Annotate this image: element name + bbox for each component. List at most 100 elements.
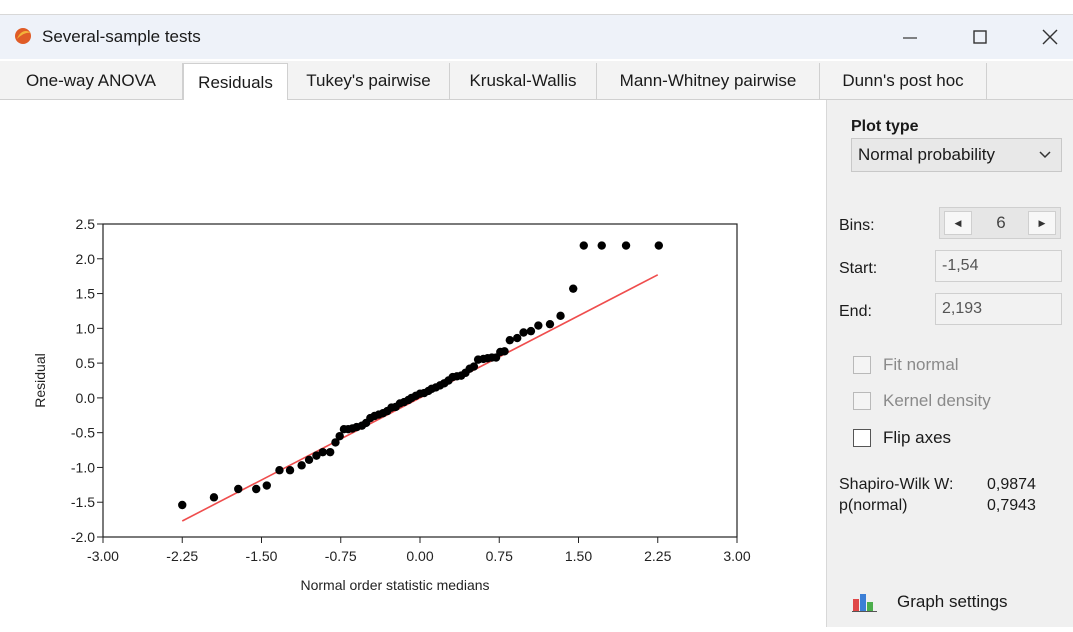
fit-normal-checkbox[interactable] <box>853 356 871 374</box>
data-point <box>312 451 321 460</box>
data-point <box>505 335 515 345</box>
y-tick-label: -1.0 <box>71 459 95 475</box>
data-point <box>526 326 536 336</box>
graph-settings-button[interactable]: Graph settings <box>851 588 1008 616</box>
data-point <box>621 241 631 250</box>
bins-stepper[interactable]: ◀ 6 ▶ <box>939 207 1061 239</box>
data-point <box>252 484 261 494</box>
tab-kruskal-wallis[interactable]: Kruskal-Wallis <box>450 63 597 99</box>
tab-dunns-post-hoc[interactable]: Dunn's post hoc <box>820 63 987 99</box>
residuals-normal-probability-plot[interactable]: -3.00 -2.25 -1.50 -0.75 0.00 0.75 1.50 2.25 3.00… <box>0 100 827 627</box>
data-point <box>304 455 314 464</box>
end-field[interactable]: 2,193 <box>935 293 1062 325</box>
tab-tukeys-pairwise[interactable]: Tukey's pairwise <box>288 63 450 99</box>
flip-axes-label: Flip axes <box>883 428 952 447</box>
plot-type-value: Normal probability <box>858 145 995 164</box>
x-axis-label: Normal order statistic medians <box>300 577 489 593</box>
data-point <box>569 284 578 293</box>
data-point <box>500 347 509 356</box>
several-sample-tests-window: Several-sample tests One-way ANOVA Resid… <box>0 14 1073 627</box>
side-panel: Plot type Normal probability Bins: ◀ 6 ▶… <box>826 100 1073 627</box>
tab-mann-whitney-pairwise[interactable]: Mann-Whitney pairwise <box>597 63 820 99</box>
y-tick-label: 1.0 <box>76 320 96 336</box>
data-point <box>519 328 528 337</box>
data-point <box>469 362 479 371</box>
shapiro-wilk-value: 0,9874 <box>987 476 1036 493</box>
start-field[interactable]: -1,54 <box>935 250 1062 282</box>
data-point <box>318 447 327 457</box>
app-icon <box>15 28 31 44</box>
data-point <box>654 241 664 250</box>
plot-frame <box>102 223 738 538</box>
data-point <box>579 241 588 250</box>
data-point <box>597 241 606 250</box>
tab-bar: One-way ANOVA Residuals Tukey's pairwise… <box>0 61 1073 101</box>
y-tick-label: -2.0 <box>71 529 95 545</box>
data-point <box>335 431 344 441</box>
x-tick-label: 3.00 <box>723 548 750 564</box>
title-bar[interactable]: Several-sample tests <box>0 15 1073 59</box>
data-point <box>285 466 295 475</box>
tab-label: Dunn's post hoc <box>842 71 964 90</box>
tab-label: One-way ANOVA <box>25 71 157 90</box>
tab-label: Tukey's pairwise <box>306 71 431 90</box>
y-axis-label: Residual <box>32 353 48 407</box>
p-normal-label: p(normal) <box>839 497 908 514</box>
data-point <box>556 311 565 321</box>
minimize-icon <box>903 37 917 39</box>
plot-type-heading: Plot type <box>851 118 919 135</box>
data-point <box>178 500 187 510</box>
arrow-left-icon: ◀ <box>954 217 962 228</box>
x-tick-label: 0.00 <box>406 548 433 564</box>
x-tick-label: -1.50 <box>246 548 278 564</box>
end-label: End: <box>839 303 872 320</box>
plot-area: -3.00 -2.25 -1.50 -0.75 0.00 0.75 1.50 2.25 3.00… <box>0 100 827 627</box>
plot-type-select[interactable]: Normal probability <box>851 138 1062 172</box>
tab-residuals[interactable]: Residuals <box>183 63 288 101</box>
data-point <box>331 438 340 447</box>
bins-increment-button[interactable]: ▶ <box>1028 211 1056 235</box>
close-icon <box>1042 29 1058 45</box>
flip-axes-checkbox[interactable] <box>853 429 871 447</box>
data-point <box>234 484 243 494</box>
data-point <box>513 333 522 343</box>
maximize-button[interactable] <box>950 15 1010 59</box>
y-tick-label: 0.5 <box>76 355 96 371</box>
data-point <box>209 493 219 502</box>
maximize-icon <box>973 30 987 44</box>
data-point <box>545 319 555 329</box>
kernel-density-checkbox[interactable] <box>853 392 871 410</box>
x-tick-label: -3.00 <box>87 548 119 564</box>
close-button[interactable] <box>1020 15 1073 59</box>
tab-label: Residuals <box>198 72 273 92</box>
x-tick-label: -0.75 <box>325 548 357 564</box>
data-point <box>325 447 335 457</box>
x-tick-label: -2.25 <box>166 548 198 564</box>
y-tick-label: 2.5 <box>76 216 96 232</box>
tab-one-way-anova[interactable]: One-way ANOVA <box>0 63 183 99</box>
arrow-right-icon: ▶ <box>1038 217 1046 228</box>
p-normal-value: 0,7943 <box>987 497 1036 514</box>
data-point <box>297 461 306 470</box>
chevron-down-icon <box>1039 151 1051 159</box>
y-tick-label: 1.5 <box>76 286 96 302</box>
tab-label: Mann-Whitney pairwise <box>619 71 797 90</box>
window-title: Several-sample tests <box>42 27 201 46</box>
y-tick-label: -1.5 <box>71 494 95 510</box>
minimize-button[interactable] <box>880 15 940 59</box>
tab-label: Kruskal-Wallis <box>469 71 577 90</box>
y-tick-label: 0.0 <box>76 390 96 406</box>
data-point <box>534 321 543 330</box>
y-tick-label: 2.0 <box>76 251 96 267</box>
bins-value: 6 <box>996 213 1006 232</box>
kernel-density-label: Kernel density <box>883 391 991 410</box>
x-tick-label: 0.75 <box>486 548 513 564</box>
x-tick-label: 2.25 <box>644 548 671 564</box>
bar-chart-icon <box>852 594 877 612</box>
bins-label: Bins: <box>839 217 875 234</box>
data-point <box>275 466 284 475</box>
bins-decrement-button[interactable]: ◀ <box>944 211 972 235</box>
graph-settings-label: Graph settings <box>897 592 1008 611</box>
fit-normal-label: Fit normal <box>883 355 959 374</box>
shapiro-wilk-label: Shapiro-Wilk W: <box>839 476 954 493</box>
